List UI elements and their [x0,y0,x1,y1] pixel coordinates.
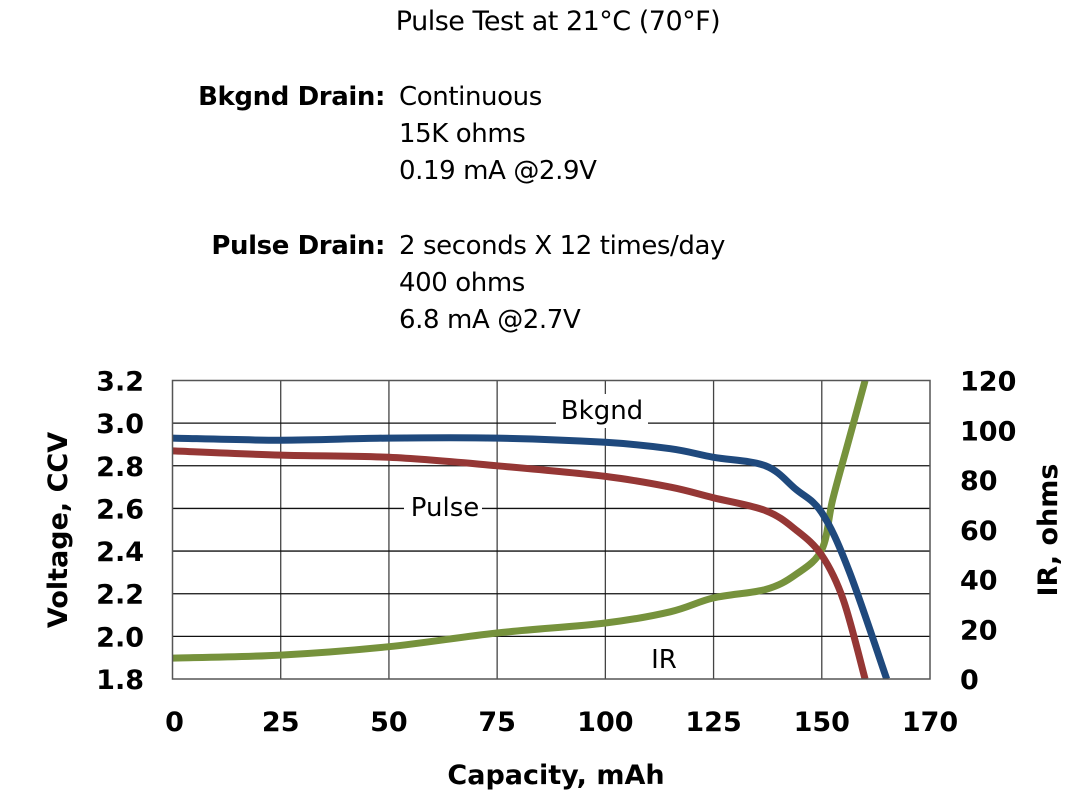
chart-title: Pulse Test at 21°C (70°F) [395,6,721,37]
y-tick-label: 2.0 [96,622,144,653]
x-tick-label: 170 [902,707,958,738]
bkgnd-label-bg [556,394,648,428]
x-tick-label: 100 [577,707,633,738]
y2-tick-label: 60 [960,516,998,547]
series-line-pulse [172,447,869,679]
y-tick-label: 3.2 [96,367,144,398]
pulse-drain-line: 2 seconds X 12 times/day [399,231,726,261]
x-tick-label: 150 [794,707,850,738]
series-lines [172,380,891,679]
y-tick-label: 2.4 [96,537,144,568]
series-labels: Bkgnd Pulse IR [404,394,684,676]
series-line-ir [172,380,869,662]
x-tick-label: 125 [685,707,741,738]
bkgnd-drain-line: Continuous [399,82,542,112]
pulse-drain-line: 6.8 mA @2.7V [399,305,581,335]
y-tick-label: 3.0 [96,409,144,440]
plot-frame [171,379,931,680]
y-tick-label: 2.2 [96,580,144,611]
y-tick-label: 1.8 [96,665,144,696]
y-axis-title: Voltage, CCV [43,432,74,628]
x-tick-label: 25 [262,707,300,738]
tick-labels: 3.2 3.0 2.8 2.6 2.4 2.2 2.0 1.8 120 100 80 60 40 20 0 0… [96,367,1016,739]
x-tick-label: 0 [165,707,184,738]
pulse-series-label: Pulse [411,493,479,523]
x-axis-title: Capacity, mAh [447,760,664,791]
x-tick-label: 50 [370,707,408,738]
bkgnd-drain-label-wrap: Bkgnd Drain: [0,79,385,119]
pulse-label-bg [404,490,482,524]
bkgnd-drain-line: 15K ohms [399,119,526,149]
grid [172,380,930,679]
pulse-drain-label-wrap: Pulse Drain: [0,228,385,268]
pulse-drain-line: 400 ohms [399,268,525,298]
ir-series-label: IR [651,645,677,675]
y2-tick-label: 120 [960,367,1016,398]
y-tick-label: 2.6 [96,494,144,525]
x-tick-label: 75 [478,707,516,738]
y2-tick-label: 40 [960,566,998,597]
y2-tick-label: 100 [960,416,1016,447]
y2-tick-label: 80 [960,466,998,497]
y2-tick-label: 0 [960,665,979,696]
series-line-bkgnd [172,434,891,679]
y2-axis-title: IR, ohms [1033,464,1064,597]
pulse-drain-label: Pulse Drain: [211,231,385,261]
y-tick-label: 2.8 [96,452,144,483]
bkgnd-drain-line: 0.19 mA @2.9V [399,156,597,186]
bkgnd-drain-label: Bkgnd Drain: [198,82,385,112]
ir-label-bg [644,638,684,676]
bkgnd-series-label: Bkgnd [561,396,643,426]
y2-tick-label: 20 [960,615,998,646]
